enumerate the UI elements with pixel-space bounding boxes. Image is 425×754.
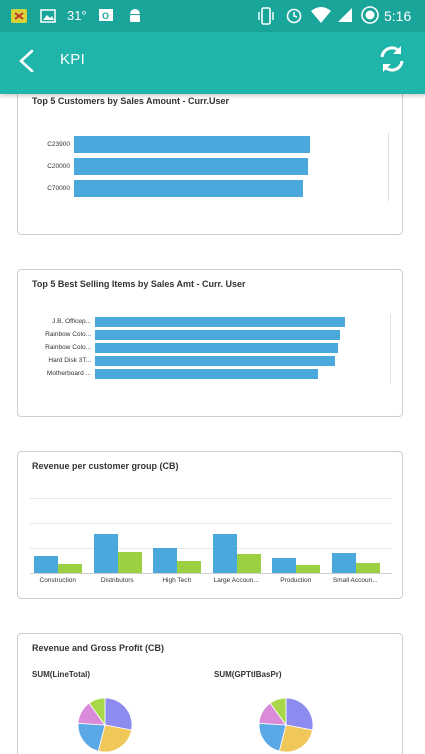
- column-bar[interactable]: [331, 553, 356, 573]
- pie-slice[interactable]: [97, 724, 132, 753]
- chart-axis: [390, 314, 391, 384]
- bar[interactable]: [95, 330, 340, 340]
- android-icon: [130, 9, 140, 22]
- gross-profit-pie-chart: [258, 697, 314, 753]
- wifi-icon: [311, 7, 331, 23]
- bar-label: C70000: [47, 184, 70, 192]
- column-bar[interactable]: [177, 561, 201, 573]
- pie-label: SUM(GPTtlBasPr): [214, 670, 282, 679]
- bar-label: Motherboard ...: [46, 370, 91, 377]
- grid-line: [30, 498, 392, 499]
- bar[interactable]: [74, 180, 303, 197]
- signal-icon: [338, 8, 352, 22]
- chart-axis: [388, 133, 389, 201]
- back-arrow-icon[interactable]: [12, 46, 42, 76]
- x-axis-label: Large Accoun...: [213, 577, 259, 584]
- bar[interactable]: [74, 158, 308, 175]
- bar[interactable]: [95, 343, 338, 353]
- column-bar[interactable]: [58, 564, 82, 573]
- outlook-icon: O: [99, 9, 113, 21]
- column-bar[interactable]: [272, 558, 296, 573]
- grid-line: [30, 548, 392, 549]
- column-bar[interactable]: [236, 554, 261, 573]
- bar-label: C20000: [47, 162, 70, 170]
- column-bar[interactable]: [117, 552, 142, 573]
- top-customers-card[interactable]: Top 5 Customers by Sales Amount - Curr.U…: [17, 80, 403, 235]
- bar[interactable]: [95, 369, 318, 379]
- bar-label: Rainbow Colo...: [45, 344, 91, 351]
- pie-slice[interactable]: [77, 722, 106, 752]
- bar[interactable]: [95, 356, 335, 366]
- pie-slice[interactable]: [104, 697, 133, 731]
- x-axis-label: High Tech: [162, 577, 192, 584]
- revenue-per-group-card[interactable]: Revenue per customer group (CB) Construc…: [17, 451, 403, 599]
- column-bar[interactable]: [355, 563, 380, 573]
- bar-label: Hard Disk 3T...: [48, 357, 91, 364]
- pie-slice[interactable]: [285, 697, 314, 731]
- vibrate-icon: [258, 7, 274, 25]
- best-selling-items-card[interactable]: Top 5 Best Selling Items by Sales Amt - …: [17, 269, 403, 417]
- status-bar: 31° O 5:16: [0, 0, 425, 32]
- pie-slice[interactable]: [258, 722, 287, 752]
- card-title: Top 5 Customers by Sales Amount - Curr.U…: [32, 96, 230, 106]
- battery-icon: [361, 6, 379, 24]
- pie-slice[interactable]: [88, 697, 106, 727]
- pie-slice[interactable]: [278, 724, 313, 753]
- pie-slice[interactable]: [269, 697, 287, 727]
- revenue-gross-profit-card[interactable]: Revenue and Gross Profit (CB) SUM(LineTo…: [17, 633, 403, 754]
- x-axis-label: Small Accoun...: [332, 577, 378, 584]
- bar-label: Rainbow Colo...: [45, 331, 91, 338]
- card-title: Revenue per customer group (CB): [32, 461, 179, 471]
- grid-line: [30, 523, 392, 524]
- x-axis-label: Construction: [39, 577, 77, 584]
- temperature-text: 31°: [67, 8, 87, 23]
- x-axis-label: Distributors: [100, 577, 134, 584]
- page-title: KPI: [60, 51, 86, 68]
- column-bar[interactable]: [296, 565, 320, 573]
- revenue-pie-chart: [77, 697, 133, 753]
- svg-text:O: O: [102, 11, 109, 21]
- image-icon: [40, 9, 56, 23]
- card-title: Top 5 Best Selling Items by Sales Amt - …: [32, 279, 246, 289]
- refresh-icon[interactable]: [375, 42, 409, 76]
- column-bar[interactable]: [93, 533, 118, 573]
- column-bar[interactable]: [212, 533, 237, 573]
- notification-app-icon: [11, 9, 27, 23]
- chart-baseline: [30, 573, 392, 574]
- app-bar: KPI: [0, 32, 425, 94]
- x-axis-label: Production: [280, 577, 312, 584]
- card-title: Revenue and Gross Profit (CB): [32, 643, 165, 653]
- bar-label: C23900: [47, 140, 70, 148]
- bar[interactable]: [95, 317, 345, 327]
- bar-label: J.B. Officep...: [52, 318, 91, 325]
- alarm-icon: [286, 8, 302, 24]
- pie-label: SUM(LineTotal): [32, 670, 91, 679]
- column-bar[interactable]: [153, 548, 177, 573]
- bar[interactable]: [74, 136, 310, 153]
- clock-text: 5:16: [384, 8, 412, 24]
- column-bar[interactable]: [34, 556, 58, 573]
